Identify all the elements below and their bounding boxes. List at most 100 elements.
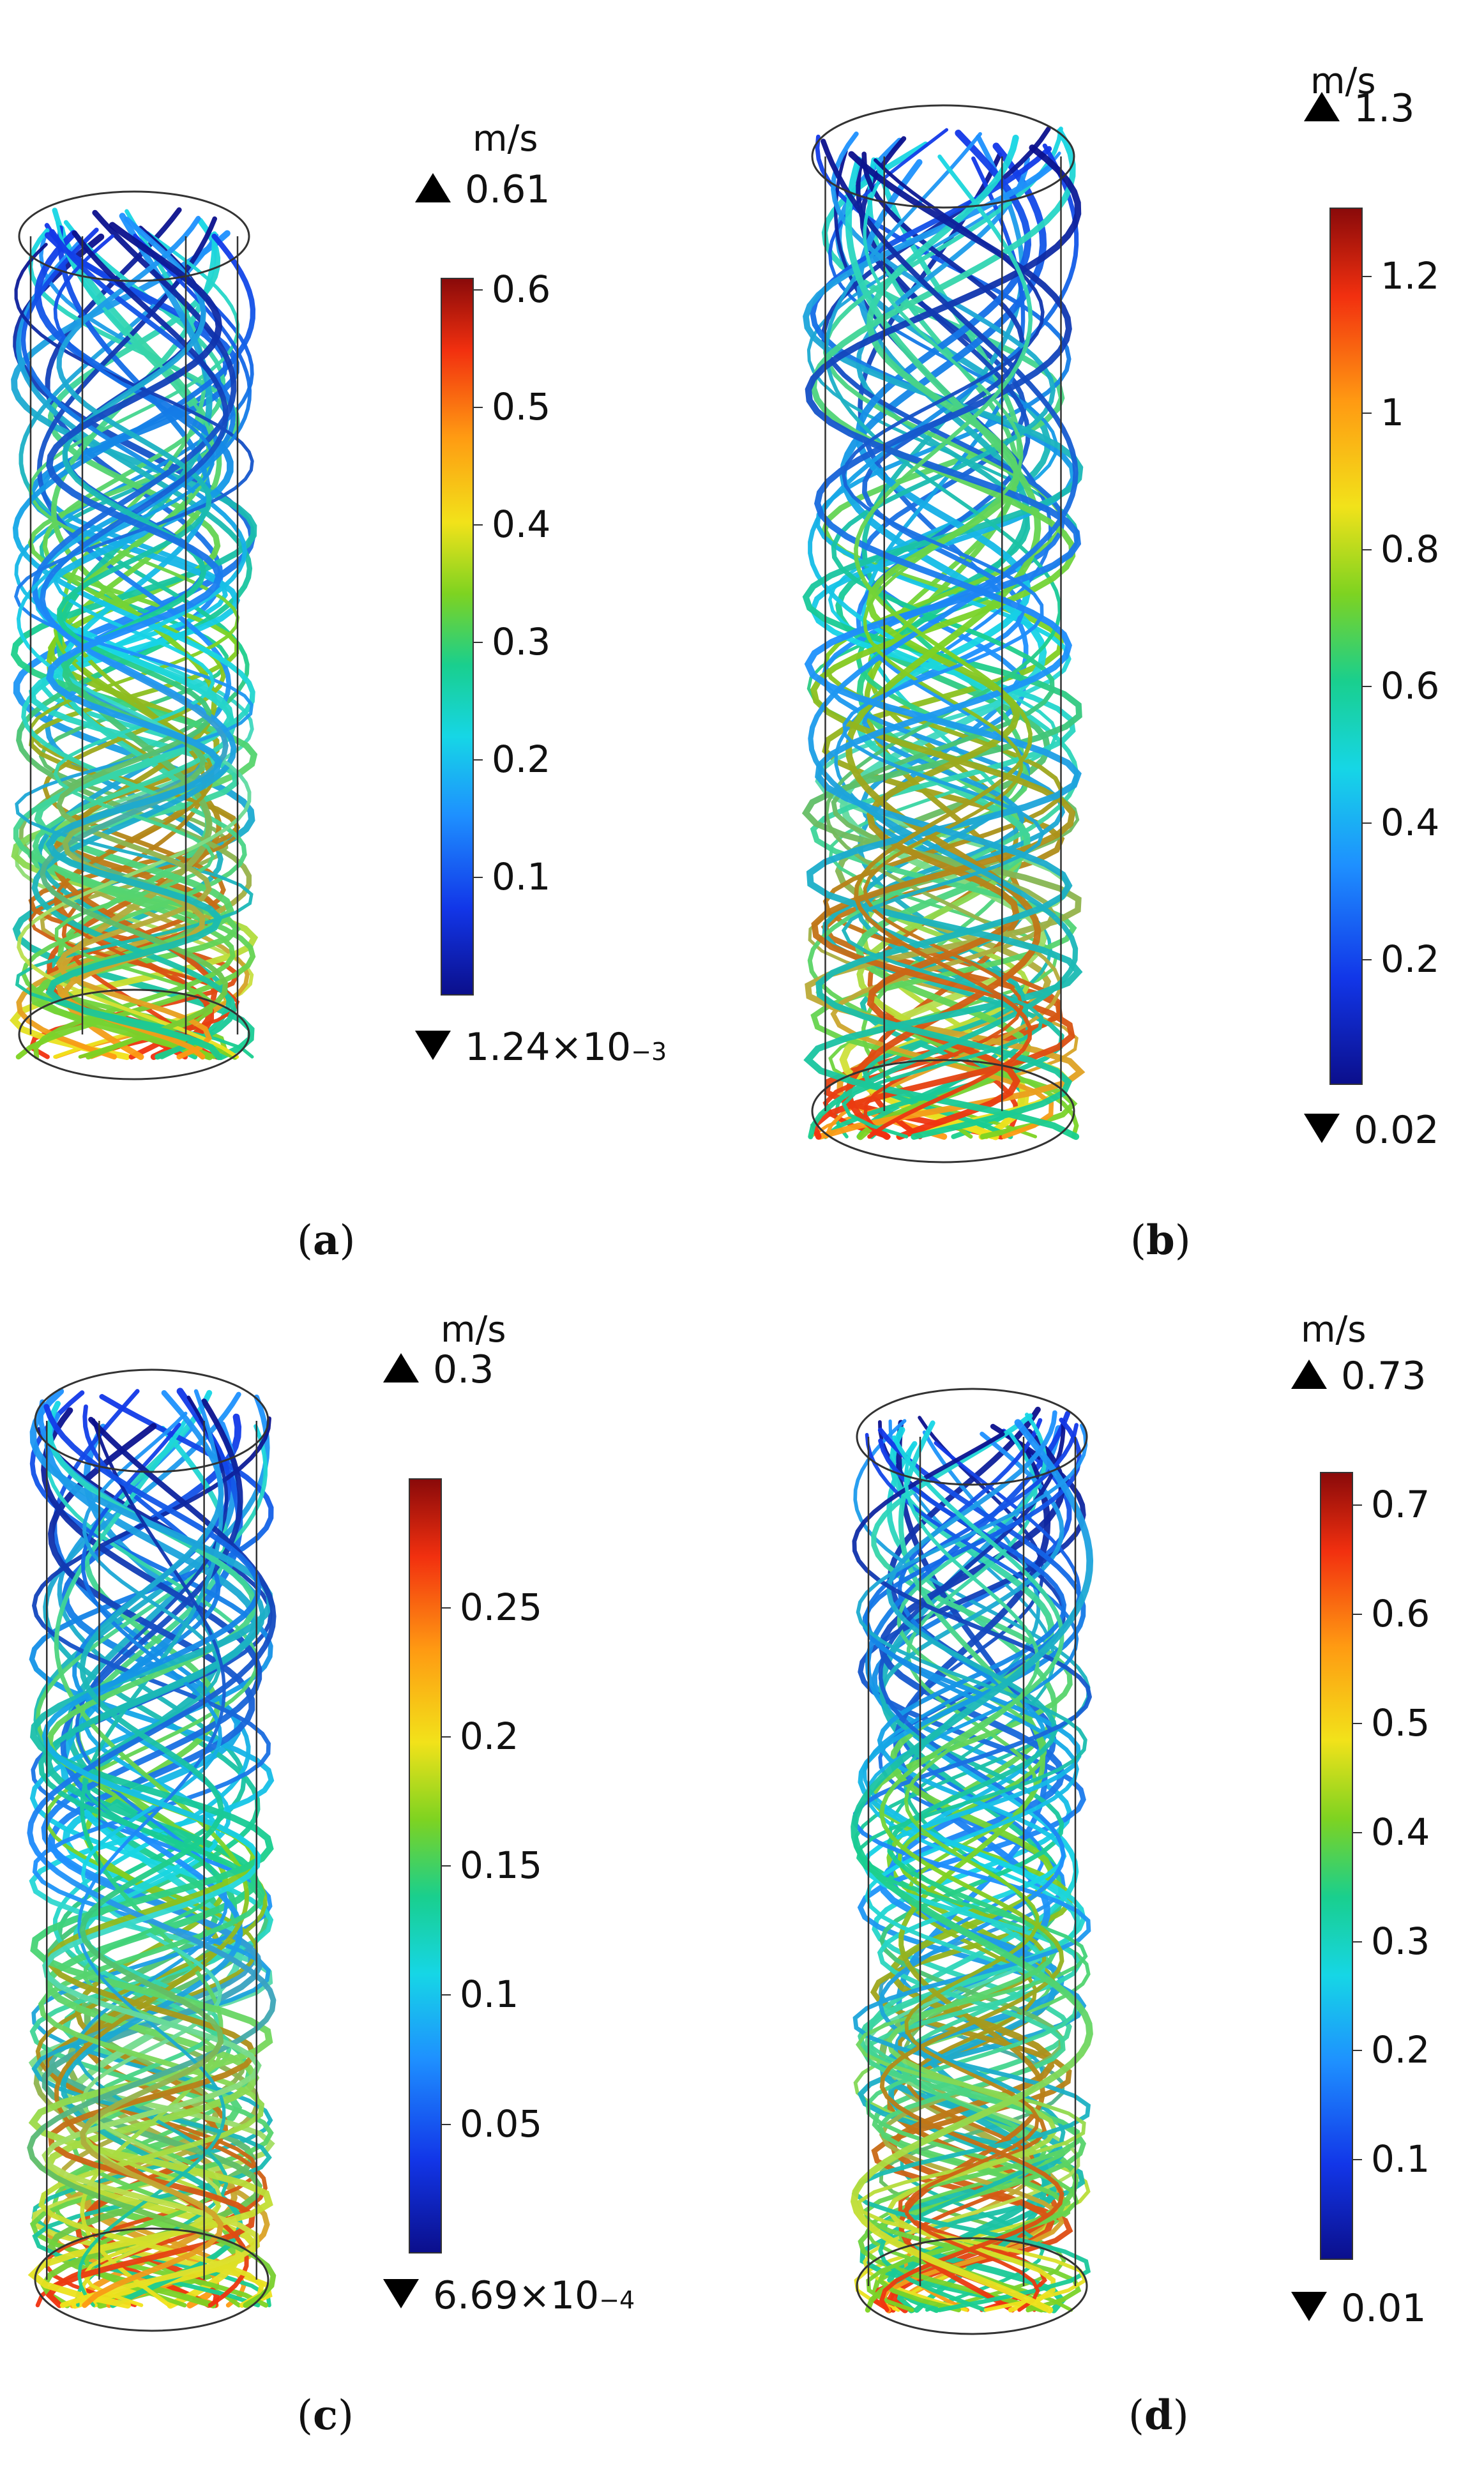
panel-d: m/s 0.73 0.1 0.2 0.3 0.4 0.5 0.6 0.7 0.01 (d): [742, 1264, 1484, 2477]
streamline: [16, 233, 252, 1059]
colorbar-tick: [442, 1607, 451, 1609]
streamline: [80, 1422, 223, 2308]
colorbar-tick: [442, 1736, 451, 1738]
streamline-cylinder-a: [10, 190, 259, 1080]
colorbar-tick-label: 0.1: [492, 855, 551, 899]
colorbar-a: [441, 278, 474, 996]
colorbar-tick: [1363, 549, 1372, 551]
colorbar-tick-label: 0.2: [1381, 937, 1440, 981]
streamline-cylinder-c: [27, 1368, 276, 2332]
min-value-b: 0.02: [1304, 1108, 1439, 1153]
cylinder-top-ellipse: [856, 1388, 1088, 1486]
colorbar-tick-label: 0.5: [492, 385, 551, 429]
streamline: [60, 1398, 243, 2308]
down-triangle-icon: [1291, 2292, 1327, 2321]
colorbar-tick-label: 0.3: [1371, 1919, 1430, 1963]
colorbar-tick: [1363, 413, 1372, 414]
min-value-c: 6.69×10 −4: [383, 2273, 635, 2318]
colorbar-tick: [474, 759, 483, 761]
colorbar-tick: [1363, 686, 1372, 688]
streamline: [31, 1416, 272, 2308]
colorbar-b: [1329, 208, 1363, 1085]
caption-d: (d): [1128, 2391, 1189, 2439]
unit-label-d: m/s: [1301, 1309, 1367, 1351]
colorbar-tick: [1353, 1722, 1362, 1724]
streamline: [27, 232, 241, 1060]
streamline: [858, 1427, 1087, 2313]
cylinder-bottom-ellipse: [18, 989, 250, 1080]
colorbar-tick-label: 0.6: [1371, 1592, 1430, 1636]
max-value-a: 0.61: [415, 167, 550, 212]
max-value-b: 1.3: [1304, 86, 1414, 131]
colorbar-tick: [442, 2123, 451, 2125]
streamline: [854, 155, 1033, 1139]
streamline: [14, 243, 254, 1059]
streamline: [833, 149, 1052, 1139]
colorbar-tick-label: 0.2: [460, 1715, 519, 1759]
streamline: [863, 164, 1024, 1139]
cylinder-top-ellipse: [811, 104, 1075, 209]
cylinder-top-ellipse: [34, 1368, 269, 1473]
max-value-d: 0.73: [1291, 1354, 1427, 1398]
unit-label-a: m/s: [473, 118, 538, 160]
colorbar-tick-label: 0.4: [1381, 801, 1440, 845]
colorbar-tick: [442, 1865, 451, 1867]
colorbar-d: [1320, 1472, 1353, 2260]
colorbar-tick: [1353, 2050, 1362, 2052]
panel-b: m/s 1.3 0.2 0.4 0.6 0.8 1 1.2 0.02 (b): [742, 0, 1484, 1264]
streamline: [42, 1404, 262, 2308]
min-value-a: 1.24×10 −3: [415, 1025, 667, 1070]
cylinder-bottom-ellipse: [811, 1059, 1075, 1163]
streamline: [75, 1395, 229, 2307]
colorbar-tick-label: 0.15: [460, 1844, 543, 1888]
unit-label-c: m/s: [441, 1309, 506, 1351]
colorbar-tick-label: 0.4: [492, 503, 551, 547]
streamline: [16, 240, 253, 1060]
streamline: [19, 233, 250, 1059]
colorbar-tick: [1353, 1831, 1362, 1833]
min-value-d: 0.01: [1291, 2286, 1427, 2331]
colorbar-tick-label: 0.8: [1381, 527, 1440, 572]
colorbar-tick: [1353, 2159, 1362, 2161]
colorbar-tick: [474, 524, 483, 526]
colorbar-tick-label: 0.3: [492, 620, 551, 664]
cylinder-bottom-ellipse: [34, 2227, 269, 2332]
streamline: [56, 216, 213, 1060]
streamline: [43, 1412, 260, 2309]
streamline: [861, 151, 1026, 1139]
colorbar-tick-label: 0.4: [1371, 1810, 1430, 1854]
colorbar-tick-label: 1.2: [1381, 254, 1440, 298]
streamline-cylinder-d: [850, 1388, 1094, 2335]
streamline: [28, 1394, 275, 2308]
colorbar-tick-label: 0.7: [1371, 1483, 1430, 1527]
streamline: [904, 1443, 1040, 2312]
streamline: [814, 151, 1073, 1140]
colorbar-tick: [1363, 276, 1372, 278]
streamline: [39, 230, 229, 1060]
streamline: [14, 236, 254, 1059]
colorbar-tick: [474, 289, 483, 291]
colorbar-tick: [474, 407, 483, 409]
streamline: [898, 1420, 1046, 2313]
streamline: [856, 1423, 1088, 2312]
max-value-c: 0.3: [383, 1347, 494, 1392]
streamline: [803, 144, 1083, 1140]
colorbar-tick-label: 0.1: [460, 1973, 519, 2017]
panel-a: m/s 0.61 0.1 0.2 0.3 0.4 0.5 0.6 1.24×10 −3 (a…: [0, 0, 742, 1264]
colorbar-tick-label: 0.5: [1371, 1701, 1430, 1745]
caption-c: (c): [297, 2391, 354, 2439]
streamline: [854, 130, 1032, 1140]
colorbar-tick: [442, 1994, 451, 1996]
streamline: [841, 158, 1045, 1139]
colorbar-tick: [1353, 1614, 1362, 1616]
caption-a: (a): [297, 1216, 356, 1264]
up-triangle-icon: [383, 1353, 419, 1382]
streamline: [850, 1419, 1094, 2314]
colorbar-tick-label: 1: [1381, 391, 1404, 435]
colorbar-tick: [1353, 1941, 1362, 1943]
colorbar-tick: [1363, 822, 1372, 824]
colorbar-tick: [474, 877, 483, 879]
colorbar-tick: [1353, 1504, 1362, 1506]
colorbar-c: [409, 1478, 442, 2254]
up-triangle-icon: [1291, 1360, 1327, 1389]
